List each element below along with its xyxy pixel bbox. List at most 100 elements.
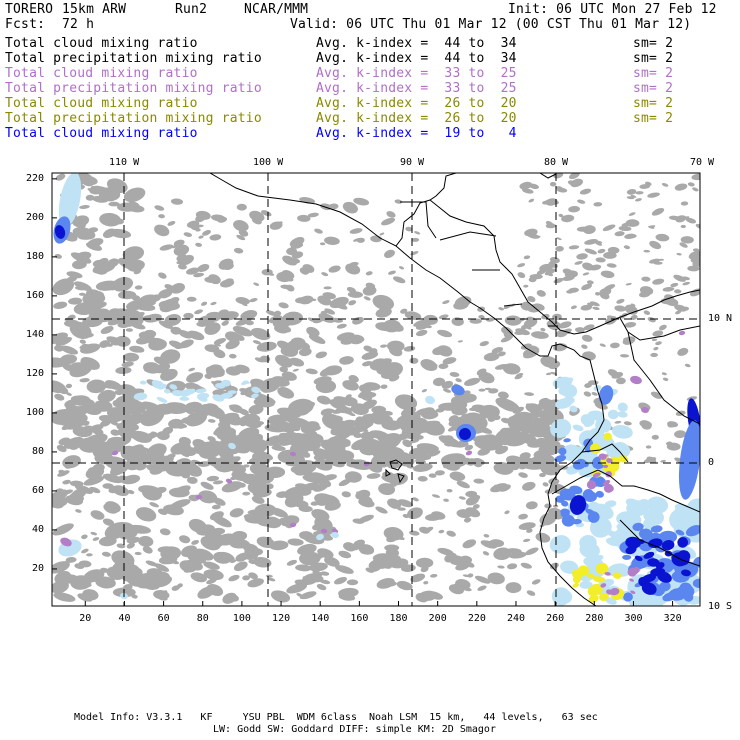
- light-blue-cloud: [587, 410, 605, 421]
- plot-frame: [51, 172, 701, 607]
- gray-cloud-cell: [138, 331, 155, 341]
- mid-blue-cloud: [563, 438, 571, 443]
- gray-cloud-cell: [225, 414, 243, 426]
- gray-cloud-cell: [431, 494, 441, 498]
- gray-cloud-cell: [252, 340, 262, 345]
- gray-cloud-cell: [659, 324, 667, 331]
- gray-cloud-cell: [437, 345, 453, 357]
- gray-cloud-cell: [359, 384, 372, 394]
- gray-cloud-cell: [97, 389, 116, 403]
- gray-cloud-cell: [52, 493, 63, 503]
- gray-cloud-cell: [443, 498, 449, 502]
- gray-cloud-cell: [514, 374, 523, 380]
- x-tick-label: 160: [350, 613, 369, 624]
- precip-color-layer: [53, 173, 700, 606]
- purple-precip: [627, 567, 637, 577]
- field-sm: sm= 2: [633, 111, 674, 126]
- gray-cloud-cell: [326, 238, 336, 243]
- gray-cloud-cell: [57, 470, 70, 477]
- gray-cloud-cell: [295, 400, 311, 408]
- gray-cloud-cell: [522, 538, 531, 543]
- light-blue-cloud: [638, 498, 651, 509]
- gray-cloud-cell: [457, 340, 463, 343]
- field-sm: sm= 2: [633, 81, 674, 96]
- gray-cloud-cell: [581, 344, 588, 349]
- gray-cloud-cell: [450, 455, 460, 463]
- gray-cloud-cell: [72, 426, 93, 438]
- gray-cloud-cell: [536, 268, 547, 275]
- gray-cloud-cell: [676, 252, 682, 256]
- yellow-precip: [595, 562, 609, 575]
- gray-cloud-cell: [675, 310, 682, 315]
- gray-cloud-cell: [623, 421, 632, 426]
- gray-cloud-cell: [257, 472, 275, 484]
- gray-cloud-cell: [396, 580, 413, 591]
- dark-blue-cloud: [459, 428, 471, 440]
- gray-cloud-cell: [375, 506, 388, 514]
- gray-cloud-cell: [618, 225, 632, 232]
- light-blue-cloud: [607, 409, 619, 420]
- purple-precip: [606, 458, 613, 464]
- gray-cloud-cell: [127, 489, 135, 495]
- gray-cloud-cell: [62, 479, 71, 485]
- gray-cloud-cell: [213, 428, 227, 436]
- gray-cloud-cell: [347, 291, 363, 298]
- mid-blue-cloud: [451, 384, 465, 396]
- gray-cloud-cell: [536, 290, 546, 297]
- gray-cloud-cell: [336, 332, 355, 342]
- gray-cloud-cell: [313, 318, 324, 324]
- gray-cloud-cell: [662, 377, 669, 381]
- gray-cloud-cell: [386, 211, 396, 218]
- light-blue-cloud: [552, 376, 573, 389]
- gray-cloud-cell: [576, 328, 582, 332]
- gray-cloud-cell: [117, 202, 138, 212]
- gray-cloud-cell: [548, 478, 560, 485]
- gray-cloud-cell: [87, 188, 94, 192]
- gray-cloud-cell: [324, 494, 338, 504]
- gray-cloud-cell: [535, 532, 551, 543]
- gray-cloud-cell: [525, 501, 538, 510]
- gray-cloud-cell: [365, 271, 373, 276]
- physics-info: LW: Godd SW: Goddard DIFF: simple KM: 2D…: [213, 724, 496, 735]
- gray-cloud-cell: [639, 291, 651, 298]
- gray-cloud-cell: [267, 577, 276, 582]
- mid-blue-cloud: [662, 592, 677, 602]
- gray-cloud-cell: [343, 542, 357, 552]
- x-tick-label: 100: [232, 613, 251, 624]
- gray-cloud-cell: [682, 281, 691, 286]
- gray-cloud-cell: [274, 422, 292, 432]
- gray-cloud-cell: [361, 351, 379, 360]
- gray-cloud-cell: [318, 313, 335, 323]
- gray-cloud-cell: [383, 560, 393, 567]
- gray-cloud-cell: [206, 475, 220, 482]
- gray-cloud-cell: [220, 259, 229, 264]
- gray-cloud-cell: [179, 560, 197, 573]
- gray-cloud-cell: [505, 427, 521, 440]
- gray-cloud-cell: [446, 530, 456, 537]
- gray-cloud-cell: [316, 584, 327, 591]
- gray-cloud-cell: [221, 320, 229, 326]
- field-name: Total precipitation mixing ratio: [5, 51, 262, 66]
- gray-cloud-cell: [52, 357, 68, 368]
- gray-cloud-cell: [312, 570, 323, 577]
- gray-cloud-cell: [212, 497, 226, 506]
- gray-cloud-cell: [582, 272, 590, 276]
- light-blue-cloud: [604, 500, 617, 508]
- gray-cloud-cell: [101, 551, 111, 557]
- gray-cloud-cell: [424, 324, 432, 329]
- gray-cloud-cell: [83, 475, 105, 486]
- lon-label: 90 W: [400, 157, 425, 168]
- light-blue-cloud: [228, 442, 236, 450]
- gray-cloud-cell: [455, 378, 462, 383]
- gray-cloud-cell: [122, 246, 145, 262]
- gray-cloud-cell: [54, 253, 62, 259]
- gray-cloud-cell: [627, 234, 637, 239]
- gray-cloud-cell: [434, 470, 445, 476]
- gray-cloud-cell: [69, 480, 84, 487]
- gray-cloud-cell: [327, 203, 339, 210]
- gray-cloud-cell: [158, 289, 173, 299]
- gray-cloud-cell: [286, 559, 298, 566]
- gray-cloud-cell: [442, 357, 457, 365]
- gray-cloud-cell: [328, 265, 341, 273]
- gray-cloud-cell: [679, 242, 688, 248]
